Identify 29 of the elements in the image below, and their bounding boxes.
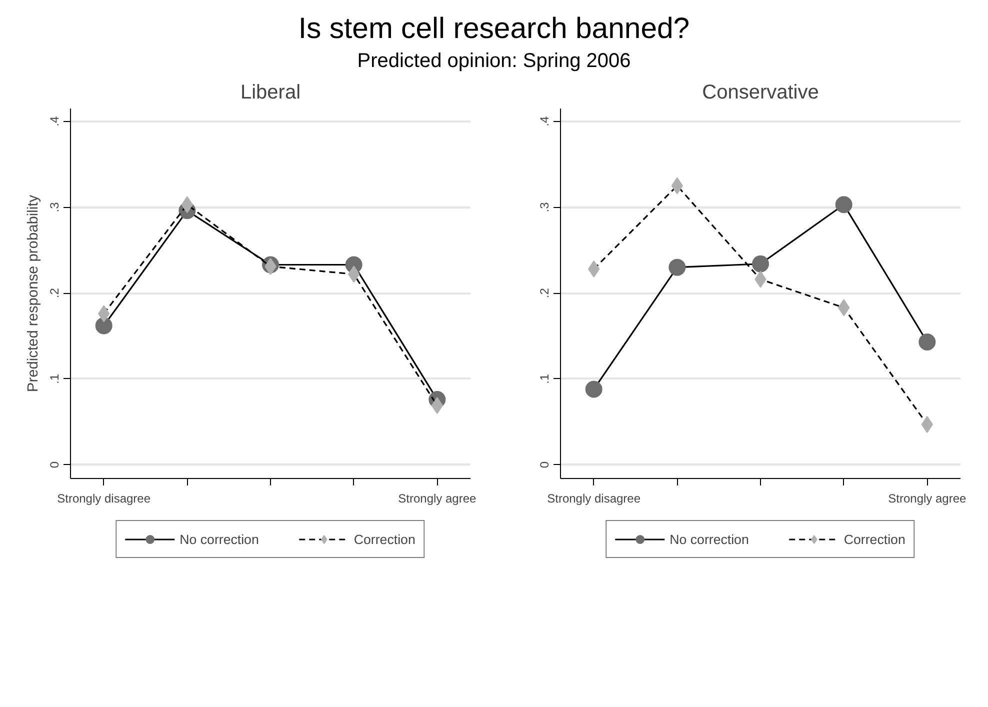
chart-title: Liberal: [240, 82, 301, 104]
point: [95, 317, 112, 334]
legend-label: No correction: [180, 532, 259, 547]
x-tick-label: Strongly agree: [888, 492, 967, 506]
legend-label: Correction: [354, 532, 416, 547]
point: [585, 380, 602, 398]
x-tick-label: Strongly disagree: [57, 492, 151, 506]
x-tick-label: Strongly agree: [398, 492, 477, 506]
y-tick-label: 0: [538, 461, 552, 468]
legend-label: No correction: [670, 532, 749, 547]
y-tick-label: .3: [48, 202, 62, 212]
point: [752, 256, 769, 272]
legend-label: Correction: [844, 532, 906, 547]
y-axis-title: Predicted response probability: [26, 194, 42, 392]
y-tick-label: .4: [48, 116, 62, 127]
text: Predicted opinion: Spring 2006: [357, 49, 631, 74]
y-tick-label: .2: [538, 288, 552, 298]
x-tick-label: Strongly disagree: [547, 492, 641, 506]
y-tick-label: 0: [48, 461, 62, 468]
y-tick-label: .3: [538, 202, 552, 212]
text: Is stem cell research banned?: [298, 11, 690, 47]
point: [835, 196, 852, 214]
chart-title: Conservative: [702, 82, 819, 104]
y-tick-label: .4: [538, 116, 552, 127]
y-tick-label: .1: [48, 374, 62, 384]
point: [668, 258, 686, 276]
y-tick-label: .1: [538, 374, 552, 384]
point: [918, 334, 936, 351]
y-tick-label: .2: [48, 288, 62, 298]
